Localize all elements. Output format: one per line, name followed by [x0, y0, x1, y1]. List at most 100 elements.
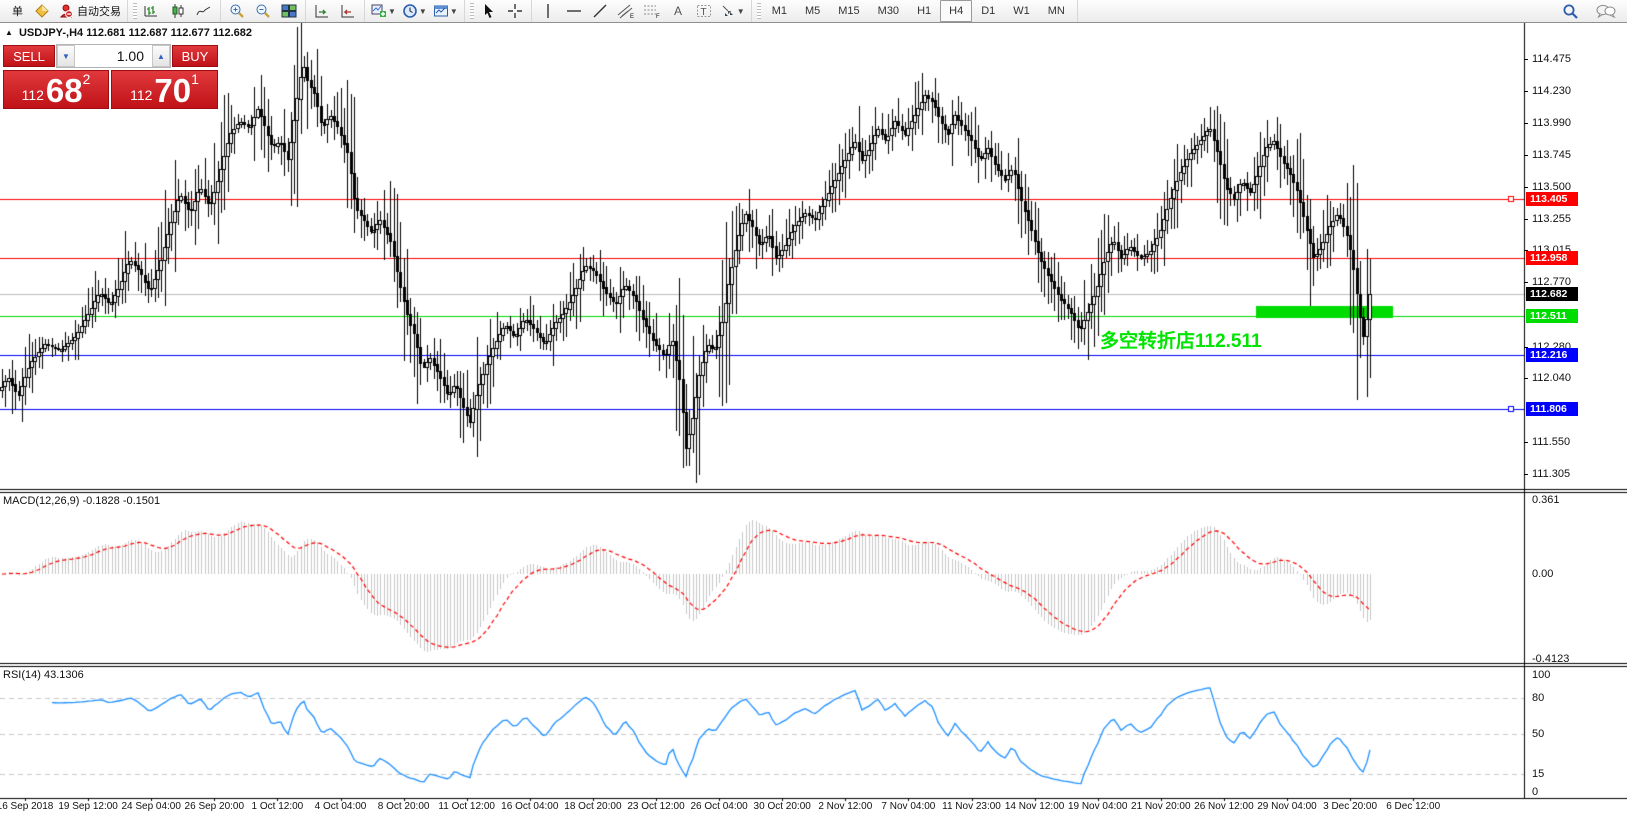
crosshair-icon — [507, 4, 522, 18]
cursor-tool-button[interactable] — [476, 0, 502, 22]
toolbar-grip — [469, 3, 474, 19]
buy-price-pips: 70 — [154, 72, 192, 109]
arrows-tool-button[interactable]: ▼ — [717, 0, 748, 22]
timeframe-button-W1[interactable]: W1 — [1013, 5, 1030, 17]
trendline-tool-button[interactable] — [587, 0, 613, 22]
date-axis-label[interactable]: 18 Oct 20:00 — [564, 801, 622, 812]
horizontal-line-tool-button[interactable] — [561, 0, 587, 22]
tile-windows-button[interactable] — [276, 0, 302, 22]
date-axis-label[interactable]: 21 Nov 20:00 — [1131, 801, 1191, 812]
date-axis-label[interactable]: 3 Dec 20:00 — [1323, 801, 1378, 812]
periods-button[interactable]: ▼ — [399, 0, 430, 22]
arrows-shapes-icon — [722, 5, 733, 16]
date-axis-label[interactable]: 8 Oct 20:00 — [377, 801, 430, 812]
sell-button[interactable]: SELL — [3, 45, 55, 67]
timeframe-button-H1[interactable]: H1 — [917, 5, 932, 17]
price-tick-label: 113.745 — [1532, 148, 1571, 161]
date-axis-label[interactable]: 16 Sep 2018 — [0, 801, 54, 812]
buy-price-point: 1 — [191, 71, 199, 87]
rsi-tick-label: 100 — [1532, 669, 1551, 681]
candlestick-chart-type-button[interactable] — [165, 0, 191, 22]
buy-price-button[interactable]: 112 70 1 — [111, 70, 218, 109]
price-tick-mark — [1524, 219, 1528, 220]
price-tick-label: 111.550 — [1532, 436, 1571, 449]
date-axis-label[interactable]: 26 Nov 12:00 — [1194, 801, 1254, 812]
candlestick-icon — [172, 4, 184, 18]
hline-price-label: 111.806 — [1526, 401, 1578, 416]
fibonacci-tool-button[interactable]: F — [639, 0, 665, 22]
date-axis-label[interactable]: 16 Oct 04:00 — [501, 801, 559, 812]
indicators-button[interactable]: ▼ — [368, 0, 399, 22]
price-tick-label: 113.500 — [1532, 180, 1571, 193]
chart-symbol-header[interactable]: ▲ USDJPY-,H4 112.681 112.687 112.677 112… — [5, 27, 252, 39]
fibonacci-icon: F — [643, 5, 660, 19]
timeframe-button-MN[interactable]: MN — [1047, 5, 1065, 17]
svg-text:T: T — [700, 7, 706, 18]
date-axis-label[interactable]: 19 Nov 04:00 — [1067, 801, 1128, 812]
timeframe-button-D1[interactable]: D1 — [981, 5, 996, 17]
text-label-icon: T — [696, 5, 711, 18]
volume-decrease-button[interactable]: ▼ — [57, 45, 75, 67]
vertical-line-tool-button[interactable] — [535, 0, 561, 22]
buy-button[interactable]: BUY — [172, 45, 218, 67]
expert-advisors-icon[interactable] — [29, 0, 55, 22]
svg-text:F: F — [656, 14, 660, 19]
text-label-tool-button[interactable]: T — [691, 0, 717, 22]
date-axis-label[interactable]: 26 Oct 04:00 — [690, 801, 748, 812]
date-axis-label[interactable]: 11 Oct 12:00 — [438, 801, 495, 812]
date-axis-label[interactable]: 24 Sep 04:00 — [121, 801, 181, 812]
zoom-out-button[interactable] — [250, 0, 276, 22]
text-tool-button[interactable]: A — [665, 0, 691, 22]
date-axis-label[interactable]: 2 Nov 12:00 — [818, 801, 873, 812]
new-order-button[interactable]: 单 — [12, 6, 23, 18]
price-tick-label: 112.770 — [1532, 276, 1571, 289]
autotrading-button[interactable]: 自动交易 — [55, 0, 124, 22]
chat-button[interactable] — [1593, 0, 1619, 22]
price-tick-mark — [1524, 155, 1528, 156]
chart-shift-button[interactable] — [335, 0, 361, 22]
equidistant-channel-tool-button[interactable]: E — [613, 0, 639, 22]
timeframe-button-M30[interactable]: M30 — [877, 5, 900, 17]
sell-price-figure: 112 — [21, 87, 44, 103]
bar-chart-type-button[interactable] — [139, 0, 165, 22]
date-axis-label[interactable]: 26 Sep 20:00 — [184, 801, 245, 812]
line-chart-type-button[interactable] — [191, 0, 217, 22]
search-button[interactable] — [1557, 0, 1583, 22]
vertical-line-icon — [547, 4, 549, 18]
templates-caret: ▼ — [449, 6, 458, 16]
template-icon — [433, 5, 448, 17]
timeframe-button-H4[interactable]: H4 — [940, 0, 973, 22]
search-icon — [1563, 4, 1578, 19]
trendline-icon — [593, 4, 607, 18]
sell-price-button[interactable]: 112 68 2 — [3, 70, 109, 109]
date-axis-label[interactable]: 19 Sep 12:00 — [58, 801, 118, 812]
zoom-out-icon — [256, 4, 270, 18]
autotrading-status-icon — [59, 4, 73, 18]
zoom-in-button[interactable] — [224, 0, 250, 22]
date-axis-label[interactable]: 11 Nov 23:00 — [942, 801, 1001, 812]
date-axis-label[interactable]: 30 Oct 20:00 — [753, 801, 811, 812]
date-axis-label[interactable]: 4 Oct 04:00 — [314, 801, 367, 812]
crosshair-tool-button[interactable] — [502, 0, 528, 22]
templates-button[interactable]: ▼ — [430, 0, 461, 22]
collapse-panel-icon[interactable]: ▲ — [5, 28, 13, 37]
price-tick-label: 112.040 — [1532, 371, 1571, 384]
date-axis-label[interactable]: 7 Nov 04:00 — [881, 801, 936, 812]
price-tick-mark — [1524, 474, 1528, 475]
volume-input[interactable] — [75, 45, 152, 67]
date-axis-label[interactable]: 14 Nov 12:00 — [1004, 801, 1065, 812]
rsi-tick-label: 15 — [1532, 768, 1545, 781]
timeframe-button-M15[interactable]: M15 — [838, 5, 860, 17]
date-axis-label[interactable]: 23 Oct 12:00 — [627, 801, 685, 812]
auto-scroll-button[interactable] — [309, 0, 335, 22]
timeframe-button-M5[interactable]: M5 — [804, 5, 821, 17]
volume-increase-button[interactable]: ▲ — [152, 45, 170, 67]
zoom-in-icon — [230, 4, 244, 18]
date-axis-label[interactable]: 1 Oct 12:00 — [251, 801, 304, 812]
timeframe-button-M1[interactable]: M1 — [771, 5, 787, 17]
date-axis-label[interactable]: 29 Nov 04:00 — [1257, 801, 1317, 812]
date-axis-label[interactable]: 6 Dec 12:00 — [1386, 801, 1441, 812]
annotation-text[interactable]: 多空转折店112.511 — [1100, 331, 1262, 352]
periods-caret: ▼ — [418, 6, 427, 16]
